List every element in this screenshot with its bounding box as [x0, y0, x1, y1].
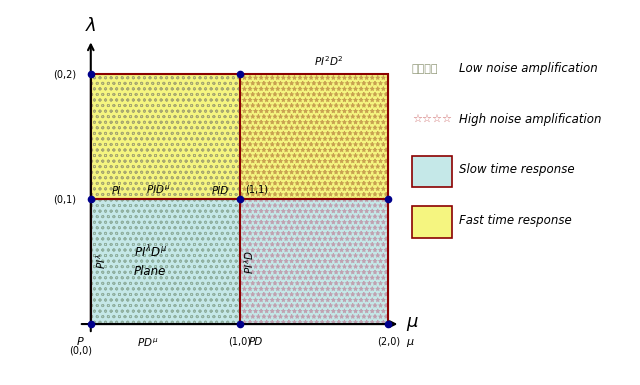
Bar [91, 199, 239, 324]
Text: (2,0): (2,0) [377, 336, 400, 346]
Text: (1,1): (1,1) [246, 184, 269, 194]
Bar [412, 206, 452, 238]
Text: PI: PI [111, 186, 121, 196]
Text: 塨塨塨塨: 塨塨塨塨 [412, 64, 438, 74]
Text: $\lambda$: $\lambda$ [85, 17, 97, 35]
Text: High noise amplification: High noise amplification [459, 113, 602, 126]
Bar [239, 199, 388, 324]
Text: Slow time response: Slow time response [459, 163, 575, 176]
Text: (0,1): (0,1) [53, 194, 76, 204]
Text: $\mu$: $\mu$ [406, 315, 419, 333]
Polygon shape [91, 74, 239, 199]
Text: PD: PD [248, 336, 263, 346]
Text: Fast time response: Fast time response [459, 214, 572, 227]
Polygon shape [91, 199, 239, 324]
Text: $PI^2D^2$: $PI^2D^2$ [314, 54, 344, 68]
Text: (0,2): (0,2) [52, 69, 76, 79]
Bar [91, 74, 239, 199]
Text: Low noise amplification: Low noise amplification [459, 62, 598, 75]
Polygon shape [239, 199, 388, 324]
Text: $PD^{\mu}$: $PD^{\mu}$ [137, 336, 158, 349]
Text: ☆☆☆☆: ☆☆☆☆ [412, 114, 452, 124]
Text: $PI^{\lambda}D$: $PI^{\lambda}D$ [243, 249, 257, 274]
Text: $PI^{\lambda}$: $PI^{\lambda}$ [93, 254, 108, 270]
Text: $PID^{\mu}$: $PID^{\mu}$ [145, 183, 170, 196]
Text: $\mu$: $\mu$ [406, 336, 415, 348]
Text: $PI^{\lambda}D^{\mu}$: $PI^{\lambda}D^{\mu}$ [134, 243, 167, 260]
Bar [239, 74, 388, 199]
Polygon shape [239, 74, 388, 199]
Text: PID: PID [212, 186, 229, 196]
Bar [91, 199, 388, 324]
Bar [412, 156, 452, 187]
Bar [91, 74, 388, 199]
Text: Plane: Plane [134, 265, 166, 278]
Text: P: P [77, 336, 84, 346]
Text: (0,0): (0,0) [69, 345, 92, 355]
Text: (1,0): (1,0) [228, 336, 251, 346]
